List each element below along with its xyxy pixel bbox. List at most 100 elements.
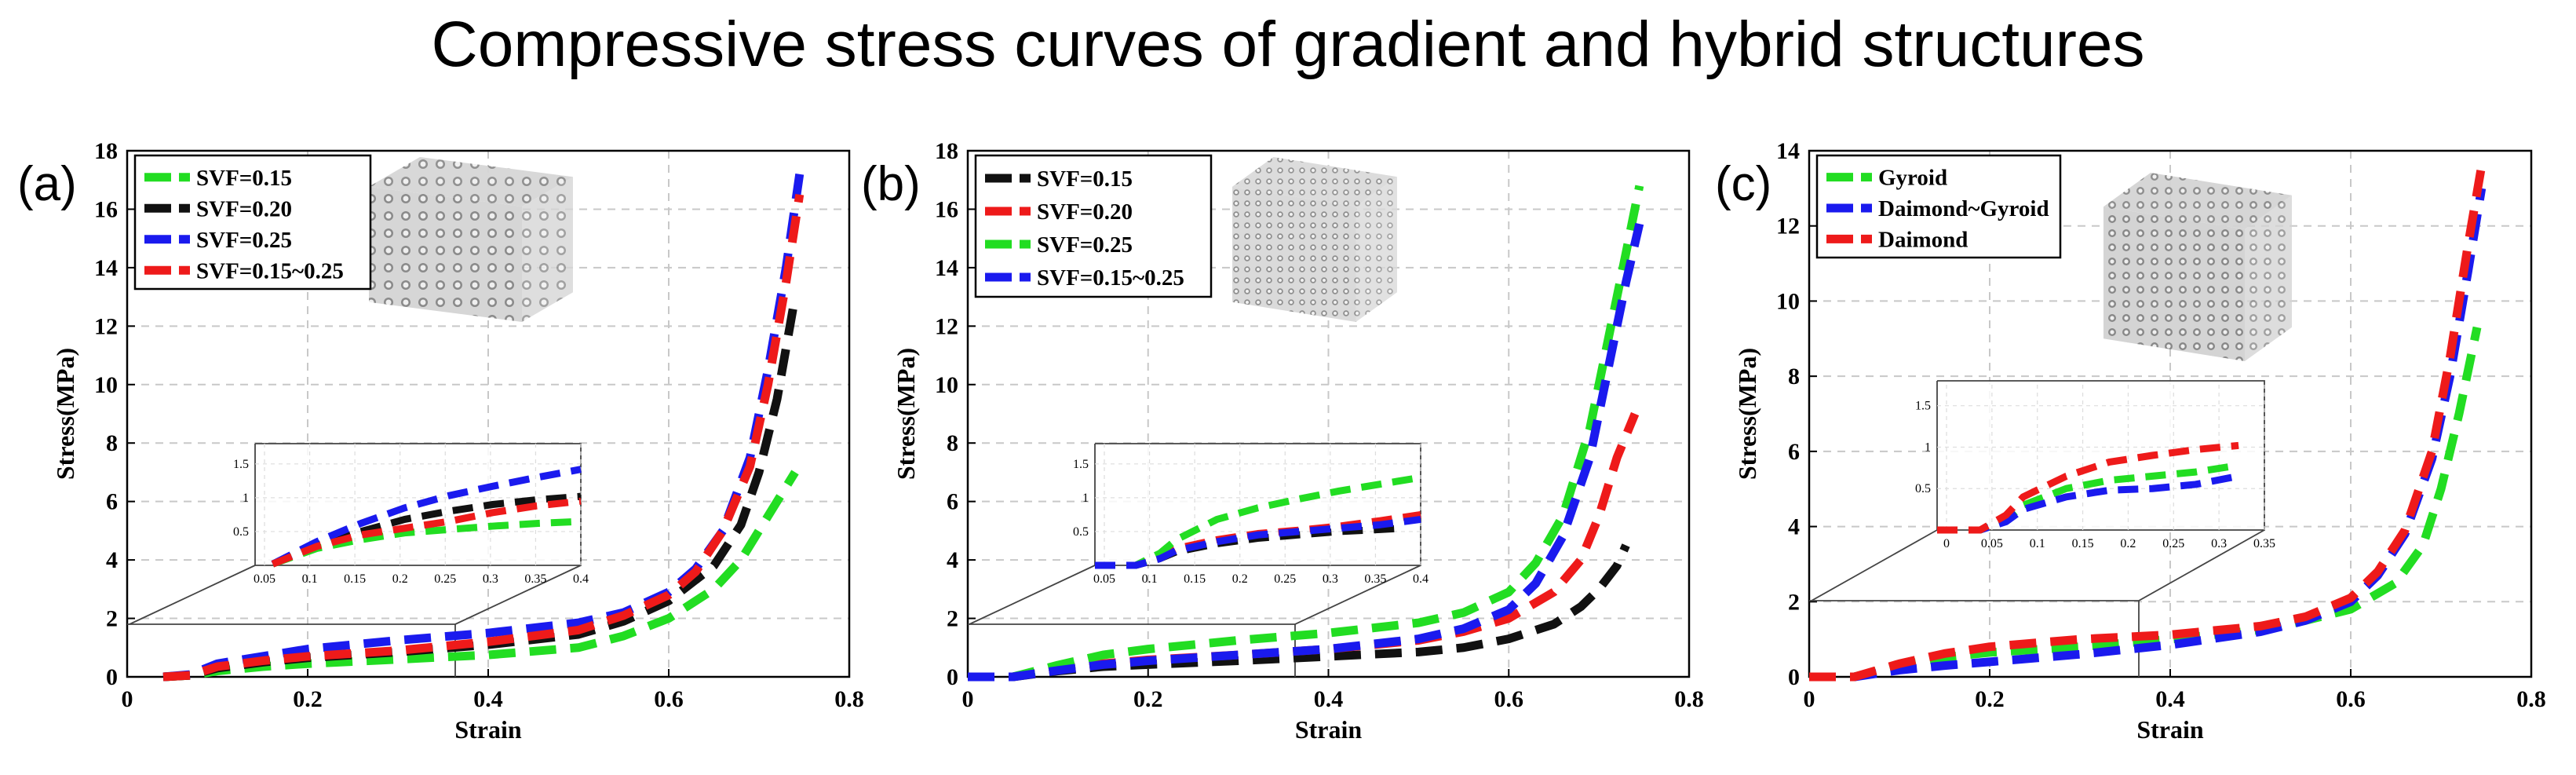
y-tick-label: 0 (947, 664, 958, 690)
x-tick-label: 0.6 (1494, 686, 1524, 712)
lattice-front-face (369, 186, 522, 322)
panel-label: (c) (1715, 157, 1771, 211)
lattice-front-face (2103, 207, 2245, 361)
x-tick-label: 0 (1804, 686, 1815, 712)
inset-y-tick-label: 1.5 (1915, 400, 1931, 413)
inset-floor-line (129, 565, 256, 625)
x-axis-title: Strain (1295, 715, 1363, 744)
y-tick-label: 8 (947, 430, 958, 456)
inset-x-tick-label: 0.05 (254, 572, 275, 586)
legend-label: SVF=0.15 (1037, 166, 1133, 192)
series-line (162, 193, 805, 682)
lattice-structure-image (2103, 173, 2292, 361)
inset-floor-line (1294, 565, 1421, 625)
y-axis-title: Stress(MPa) (1733, 348, 1761, 480)
inset-x-tick-label: 0 (1943, 537, 1950, 550)
y-tick-label: 2 (1788, 589, 1800, 615)
y-tick-label: 14 (1776, 138, 1800, 164)
inset-y-tick-label: 0.5 (1073, 525, 1089, 539)
y-tick-label: 2 (106, 606, 118, 632)
y-tick-label: 6 (106, 489, 118, 515)
legend-label: SVF=0.20 (1037, 199, 1133, 225)
inset-series-line (1095, 515, 1421, 569)
y-tick-label: 16 (94, 196, 118, 222)
y-tick-label: 8 (1788, 364, 1800, 389)
y-tick-label: 4 (106, 547, 118, 573)
inset-y-tick-label: 1 (1082, 492, 1089, 505)
legend-label: SVF=0.25 (196, 228, 292, 253)
figure-title: Compressive stress curves of gradient an… (431, 9, 2145, 80)
inset-y-tick-label: 1.5 (233, 458, 249, 471)
panel-label: (a) (17, 157, 77, 211)
series-line (162, 296, 800, 682)
inset-x-tick-label: 0.05 (1981, 537, 2003, 550)
x-tick-label: 0 (122, 686, 133, 712)
inset-frame (1936, 380, 2265, 531)
inset-x-tick-label: 0.05 (1093, 572, 1115, 586)
legend-label: Daimond~Gyroid (1878, 196, 2049, 221)
inset-x-tick-label: 0.25 (1274, 572, 1296, 586)
inset-x-tick-label: 0.15 (1184, 572, 1206, 586)
legend-label: SVF=0.15~0.25 (1037, 265, 1184, 291)
inset-x-tick-label: 0.4 (573, 572, 589, 586)
inset-x-tick-label: 0.25 (434, 572, 456, 586)
inset-x-tick-label: 0.2 (392, 572, 408, 586)
y-tick-label: 4 (1788, 514, 1800, 540)
chart-panel-3: 0 0.2 0.4 0.6 0.802468101214StrainStress(MPa… (1715, 138, 2546, 744)
inset-series-line (271, 492, 582, 568)
legend-label: Gyroid (1878, 166, 1947, 191)
inset-x-tick-label: 0.1 (1142, 572, 1158, 586)
y-tick-label: 8 (106, 430, 118, 456)
x-tick-label: 0.8 (834, 686, 864, 712)
y-tick-label: 12 (1776, 214, 1800, 239)
inset-x-tick-label: 0.2 (2120, 537, 2136, 550)
y-axis-title: Stress(MPa) (892, 348, 920, 480)
legend-box (133, 154, 372, 291)
inset-series-line (271, 517, 582, 568)
inset-y-tick-label: 1.5 (1073, 458, 1089, 471)
inset-plot: 0 0.05 0.1 0.15 0.2 0.25 0.3 0.35 0.5 1 1.5 (1809, 380, 2275, 677)
legend: SVF=0.15 SVF=0.20 SVF=0.25 SVF=0.15~0.25 (133, 154, 372, 291)
inset-floor-line (2138, 529, 2265, 601)
panel-label: (b) (861, 157, 921, 211)
lattice-side-face (1356, 177, 1397, 322)
y-tick-label: 6 (947, 489, 958, 515)
inset-y-tick-label: 0.5 (1915, 482, 1931, 495)
y-tick-label: 12 (94, 313, 118, 339)
lattice-top-face (2103, 173, 2292, 229)
y-tick-label: 18 (935, 138, 958, 164)
inset-x-tick-label: 0.35 (1364, 572, 1386, 586)
legend-box (1815, 154, 2062, 259)
x-tick-label: 0.4 (473, 686, 503, 712)
x-tick-label: 0 (962, 686, 974, 712)
inset-x-tick-label: 0.35 (2253, 537, 2275, 550)
lattice-top-face (369, 157, 573, 207)
legend-label: SVF=0.15 (196, 166, 292, 191)
inset-y-tick-label: 0.5 (233, 525, 249, 539)
y-tick-label: 4 (947, 547, 958, 573)
legend: SVF=0.15 SVF=0.20 SVF=0.25 SVF=0.15~0.25 (974, 154, 1213, 298)
series-line (162, 470, 799, 682)
inset-x-tick-label: 0.3 (483, 572, 498, 586)
series-line (968, 185, 1644, 682)
y-tick-label: 2 (947, 606, 958, 632)
inset-series-line (1937, 441, 2239, 534)
inset-x-tick-label: 0.4 (1413, 572, 1428, 586)
y-tick-label: 10 (1776, 288, 1800, 314)
legend-label: Daimond (1878, 227, 1968, 252)
y-tick-label: 0 (1788, 664, 1800, 690)
legend-label: SVF=0.20 (196, 196, 292, 221)
legend-label: SVF=0.15~0.25 (196, 258, 344, 283)
inset-y-tick-label: 1 (1925, 441, 1931, 454)
x-tick-label: 0.8 (1674, 686, 1704, 712)
inset-floor-line (1811, 529, 1938, 601)
x-axis-title: Strain (454, 715, 522, 744)
y-tick-label: 16 (935, 196, 958, 222)
inset-series-line (1095, 525, 1405, 569)
lattice-top-face (1232, 157, 1397, 207)
inset-plot: 0.05 0.1 0.15 0.2 0.25 0.3 0.35 0.4 0.5 1 1.5 (968, 443, 1428, 677)
y-tick-label: 18 (94, 138, 118, 164)
inset-series-line (271, 466, 582, 568)
inset-series-line (1937, 462, 2239, 534)
x-tick-label: 0.2 (1133, 686, 1163, 712)
